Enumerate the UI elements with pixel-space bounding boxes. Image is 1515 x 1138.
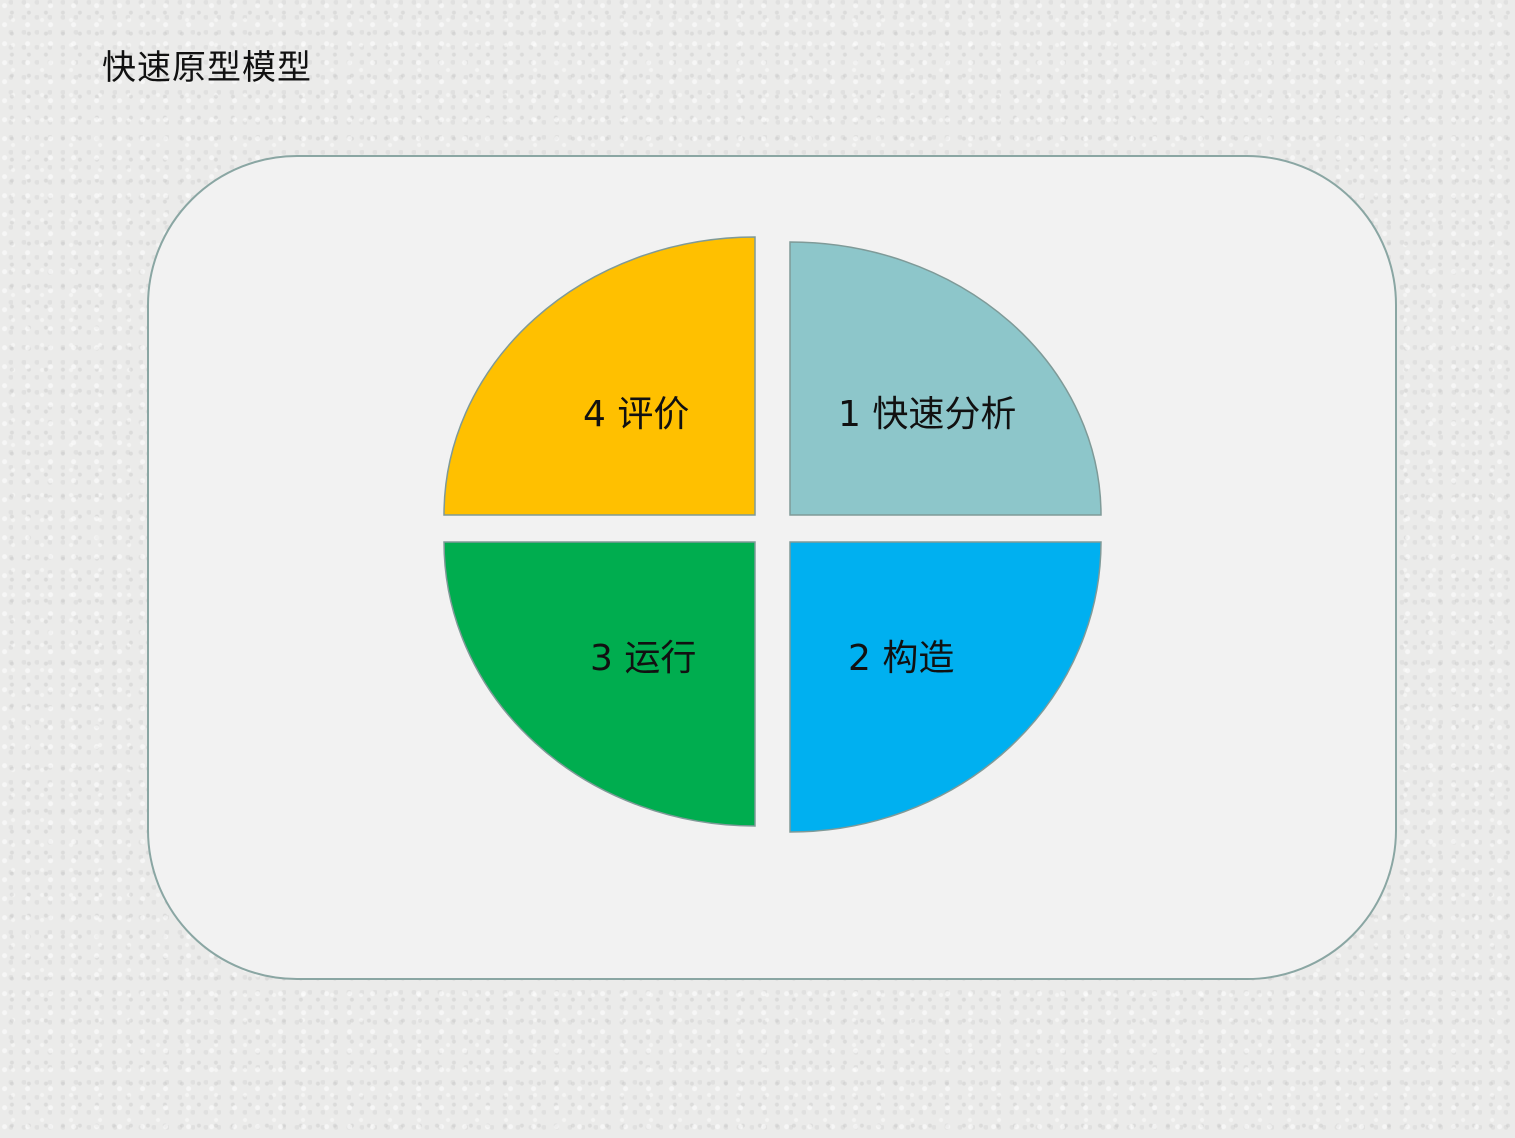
segment-analysis[interactable]	[789, 241, 1102, 516]
segment-construct[interactable]	[789, 541, 1102, 833]
diagram-panel	[147, 155, 1397, 980]
label-construct: 2 构造	[848, 638, 954, 679]
label-evaluate: 4 评价	[583, 394, 689, 435]
slide-title: 快速原型模型	[102, 48, 312, 88]
label-run: 3 运行	[590, 638, 696, 679]
label-analysis: 1 快速分析	[838, 394, 1016, 435]
segment-run[interactable]	[443, 541, 756, 827]
segment-evaluate[interactable]	[443, 236, 756, 516]
